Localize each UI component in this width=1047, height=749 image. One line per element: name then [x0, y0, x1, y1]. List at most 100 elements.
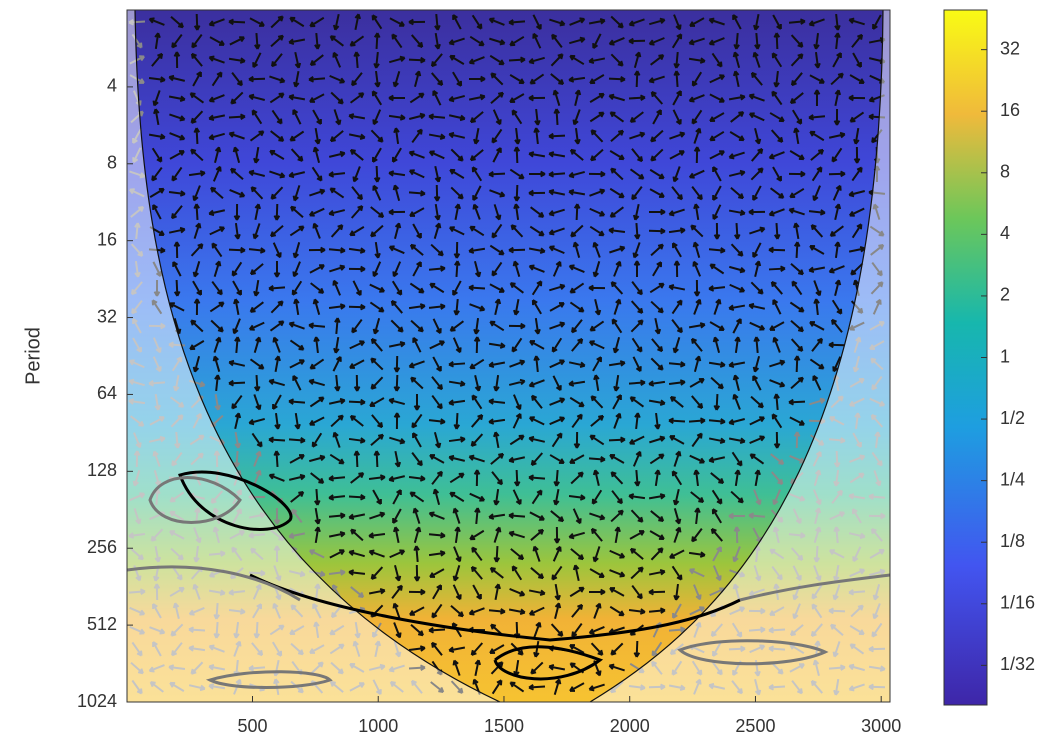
arrow — [790, 262, 804, 276]
arrow — [269, 170, 286, 179]
arrow — [350, 586, 365, 599]
arrow — [168, 226, 186, 234]
arrow — [148, 133, 166, 140]
arrow — [209, 36, 225, 46]
arrow — [432, 584, 443, 600]
arrow — [609, 605, 625, 617]
arrow — [528, 589, 546, 597]
arrow — [493, 488, 500, 506]
arrow — [733, 222, 741, 240]
arrow — [328, 494, 346, 501]
arrow — [569, 644, 585, 654]
arrow — [530, 452, 544, 466]
arrow — [730, 111, 745, 123]
y-tick-label: 64 — [97, 383, 117, 403]
arrow — [613, 260, 622, 277]
arrow — [431, 641, 443, 656]
arrow — [348, 569, 366, 576]
arrow — [330, 91, 344, 105]
colorbar-tick-label: 4 — [1000, 223, 1010, 243]
arrow — [568, 76, 586, 83]
arrow — [772, 166, 782, 182]
arrow — [650, 91, 664, 105]
arrow — [368, 532, 386, 539]
arrow — [672, 90, 682, 106]
arrow — [490, 91, 504, 105]
arrow — [408, 303, 426, 310]
arrow — [370, 376, 384, 390]
arrow — [708, 418, 726, 425]
arrow — [410, 319, 424, 333]
arrow — [228, 379, 246, 387]
arrow — [249, 130, 265, 142]
arrow — [789, 92, 804, 105]
arrow — [693, 584, 702, 601]
arrow — [472, 584, 482, 600]
arrow — [772, 489, 782, 506]
arrow — [471, 166, 483, 182]
arrow — [488, 361, 506, 368]
arrow — [549, 359, 566, 369]
arrow — [154, 32, 161, 50]
arrow — [409, 207, 425, 217]
arrow — [631, 337, 643, 353]
arrow — [169, 302, 185, 312]
arrow — [530, 661, 544, 675]
arrow — [549, 18, 566, 27]
arrow — [649, 453, 665, 465]
arrow — [171, 33, 183, 49]
arrow — [333, 336, 340, 354]
arrow — [368, 474, 386, 481]
arrow — [750, 71, 763, 86]
arrow — [428, 532, 446, 539]
arrow — [728, 169, 746, 177]
arrow — [530, 567, 545, 580]
arrow — [628, 608, 646, 615]
arrow — [353, 450, 361, 468]
arrow — [673, 51, 680, 69]
arrow — [712, 185, 722, 201]
arrow — [392, 602, 401, 619]
arrow — [468, 93, 486, 101]
arrow — [193, 298, 201, 316]
arrow — [168, 95, 186, 102]
arrow — [712, 565, 722, 582]
arrow — [749, 321, 766, 331]
arrow — [472, 203, 481, 220]
arrow — [648, 227, 666, 235]
arrow — [788, 170, 806, 178]
arrow — [650, 510, 665, 523]
arrow — [571, 603, 584, 618]
arrow — [610, 53, 624, 67]
arrow — [831, 147, 843, 163]
arrow — [529, 340, 545, 350]
arrow — [474, 507, 481, 525]
arrow — [469, 303, 486, 312]
arrow — [171, 166, 183, 182]
arrow — [592, 261, 601, 278]
arrow — [489, 283, 505, 293]
arrow — [372, 318, 381, 335]
arrow — [810, 224, 824, 238]
arrow — [790, 34, 804, 48]
arrow — [214, 146, 222, 163]
arrow — [248, 247, 266, 254]
arrow — [732, 14, 742, 30]
arrow — [668, 379, 686, 386]
arrow — [748, 93, 765, 102]
arrow — [530, 528, 545, 541]
arrow — [273, 203, 281, 221]
arrow — [509, 359, 526, 368]
arrow — [249, 358, 265, 370]
arrow — [368, 549, 385, 558]
arrow — [693, 146, 701, 164]
arrow — [173, 51, 181, 69]
arrow — [289, 454, 305, 464]
arrow — [292, 375, 302, 391]
arrow — [233, 298, 240, 316]
arrow — [328, 530, 346, 538]
arrow — [710, 528, 723, 542]
arrow — [329, 453, 345, 465]
arrow — [432, 89, 442, 106]
